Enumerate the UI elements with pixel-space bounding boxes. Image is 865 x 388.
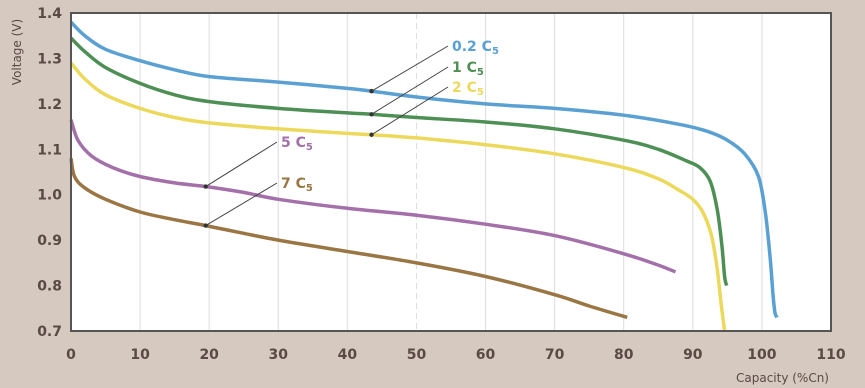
leader-dot (369, 88, 374, 94)
x-tick-label: 90 (683, 347, 703, 363)
series-line-0 (69, 20, 779, 319)
x-tick-label: 60 (476, 347, 496, 363)
plot-area (71, 13, 831, 331)
y-tick-label: 1.0 (37, 188, 62, 204)
leader-line (371, 45, 449, 92)
leader-dot (203, 184, 208, 189)
y-tick-label: 1.3 (37, 51, 62, 67)
x-axis-title: Capacity (%Cn) (736, 371, 829, 385)
series-lines (69, 20, 779, 332)
series-label: 5 C5 (281, 135, 313, 153)
leader-dot (369, 112, 374, 117)
series-line-4 (69, 158, 628, 320)
x-tick-label: 100 (747, 347, 776, 363)
series-label: 0.2 C5 (452, 39, 499, 57)
x-tick-label: 0 (66, 347, 76, 363)
series-line-2 (69, 61, 727, 332)
x-tick-label: 50 (407, 347, 427, 363)
y-tick-label: 1.4 (37, 6, 62, 22)
series-line-1 (69, 36, 729, 287)
leader-line (205, 141, 278, 187)
series-label: 1 C5 (452, 60, 484, 78)
x-tick-label: 70 (545, 347, 565, 363)
x-tick-labels: 0 10 20 30 40 50 60 70 80 90 100 110 (66, 347, 846, 363)
x-tick-label: 80 (614, 347, 634, 363)
y-tick-label: 0.8 (37, 279, 62, 295)
y-axis-title: Voltage (V) (10, 19, 24, 85)
y-tick-labels: 0.7 0.8 0.9 1.0 1.1 1.2 1.3 1.4 (37, 6, 62, 340)
x-tick-label: 30 (269, 347, 289, 363)
y-tick-label: 1.2 (37, 97, 62, 113)
plot-frame (70, 12, 832, 332)
x-tick-label: 110 (816, 347, 845, 363)
y-tick-label: 0.9 (37, 233, 62, 249)
series-label: 2 C5 (452, 80, 484, 98)
leader-dot (203, 223, 208, 228)
y-tick-label: 0.7 (37, 324, 62, 340)
leader-line (205, 182, 278, 227)
x-tick-label: 20 (199, 347, 219, 363)
series-label: 7 C5 (281, 176, 313, 194)
leader-line (371, 66, 449, 115)
series-line-3 (69, 119, 677, 274)
x-tick-label: 40 (338, 347, 358, 363)
series-labels: 0.2 C5 1 C5 2 C5 5 C5 7 C5 (281, 39, 499, 194)
y-tick-label: 1.1 (37, 142, 62, 158)
label-leader-lines (203, 45, 449, 228)
leader-dot (369, 132, 374, 137)
x-tick-label: 10 (130, 347, 150, 363)
leader-line (371, 86, 449, 136)
